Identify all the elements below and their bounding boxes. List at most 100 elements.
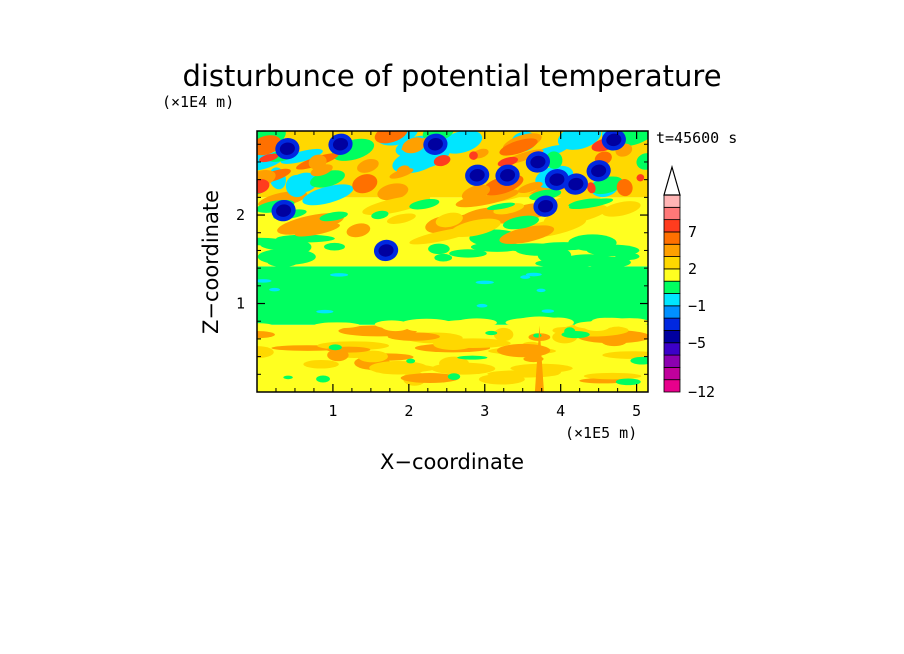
field-contour	[316, 309, 334, 314]
field-contour	[259, 153, 279, 163]
field-contour	[569, 198, 614, 210]
field-contour	[346, 223, 371, 238]
field-contour	[400, 373, 460, 383]
y-axis-label: Z−coordinate	[199, 190, 223, 334]
colorbar-tick-label: 7	[688, 223, 697, 241]
field-contour	[537, 199, 554, 213]
field-contour	[525, 272, 542, 277]
field-contour	[352, 174, 378, 194]
field-contour	[486, 202, 516, 210]
field-contour	[630, 356, 648, 365]
field-contour	[529, 189, 562, 201]
field-contour	[469, 168, 485, 182]
field-contour	[319, 211, 348, 222]
field-contour	[440, 320, 489, 329]
field-contour	[545, 151, 563, 169]
plot-frame	[256, 130, 649, 393]
field-contour	[328, 344, 342, 351]
colorbar-segment	[663, 280, 681, 294]
field-contour	[469, 151, 478, 160]
field-contour	[579, 378, 628, 384]
time-label: t=45600 s	[656, 129, 737, 147]
field-contour	[457, 355, 488, 360]
field-contour	[557, 131, 602, 150]
field-contour	[433, 338, 474, 351]
x-tick-label: 5	[632, 402, 641, 420]
field-contour	[533, 333, 542, 338]
field-contour	[536, 288, 546, 293]
colorbar-segment	[663, 330, 681, 344]
field-contour	[450, 218, 501, 238]
field-contour	[279, 142, 295, 155]
field-contour	[276, 204, 292, 217]
field-contour	[357, 350, 388, 363]
colorbar-tick-label: −12	[688, 383, 715, 401]
chart-title: disturbunce of potential temperature	[182, 59, 721, 93]
colorbar-segment	[663, 342, 681, 356]
field-band-middle	[257, 266, 648, 325]
x-axis-label: X−coordinate	[380, 450, 524, 474]
field-contour	[499, 138, 538, 156]
field-contour	[587, 182, 596, 194]
colorbar-segment	[663, 268, 681, 282]
x-tick-label: 4	[556, 402, 565, 420]
field-contour	[386, 213, 416, 224]
field-contour	[391, 322, 429, 329]
field-contour	[455, 189, 519, 208]
field-contour	[314, 322, 360, 329]
field-contour	[606, 133, 622, 147]
field-contour	[505, 317, 558, 328]
y-unit-label: (×1E4 m)	[162, 93, 234, 111]
field-contour	[362, 195, 431, 216]
field-contour	[428, 243, 450, 255]
colorbar-segment	[663, 256, 681, 270]
colorbar-segment	[663, 317, 681, 331]
field-contour	[257, 135, 282, 156]
field-contour	[447, 373, 461, 381]
field-contour	[601, 201, 641, 217]
x-axis: 1 2 3 4 5	[275, 131, 641, 420]
x-unit-label: (×1E5 m)	[565, 424, 637, 442]
field-contour	[283, 375, 293, 380]
x-tick-label: 1	[328, 402, 337, 420]
field-contour	[636, 153, 648, 170]
field-contour	[636, 174, 645, 182]
field-contour	[357, 158, 379, 173]
colorbar-segment	[663, 219, 681, 233]
field-plume	[534, 325, 544, 392]
x-tick-label: 3	[480, 402, 489, 420]
colorbar-segment	[663, 366, 681, 381]
field-contour	[433, 155, 451, 167]
y-tick-label: 1	[236, 295, 245, 313]
field-contour	[461, 184, 491, 201]
field-contour	[530, 155, 546, 169]
field-contour	[257, 331, 275, 339]
field-contour	[302, 184, 354, 206]
field-contour	[332, 138, 349, 151]
colorbar-tick-label: −5	[688, 334, 706, 352]
field-contour	[541, 309, 555, 313]
field-contour	[324, 242, 345, 251]
field-contour	[329, 273, 349, 277]
field-contour	[496, 343, 551, 358]
field-contour	[377, 183, 409, 201]
field-contour	[493, 327, 514, 342]
field-contour	[499, 168, 516, 182]
field-contour	[303, 359, 339, 369]
colorbar-tick-label: 2	[688, 260, 697, 278]
field-contour	[371, 210, 389, 220]
field-contour	[289, 172, 318, 193]
plot-area	[257, 131, 648, 392]
field-contour	[535, 258, 596, 269]
colorbar-segment	[663, 354, 681, 368]
field-contour	[269, 287, 281, 292]
y-tick-label: 2	[236, 206, 245, 224]
field-contour	[378, 244, 394, 257]
field-contour	[439, 356, 469, 371]
colorbar-segment	[663, 206, 681, 221]
x-tick-label: 2	[404, 402, 413, 420]
field-contour	[568, 234, 617, 252]
colorbar: 7 2 −1 −5 −12	[663, 164, 715, 401]
field-contour	[316, 375, 330, 383]
